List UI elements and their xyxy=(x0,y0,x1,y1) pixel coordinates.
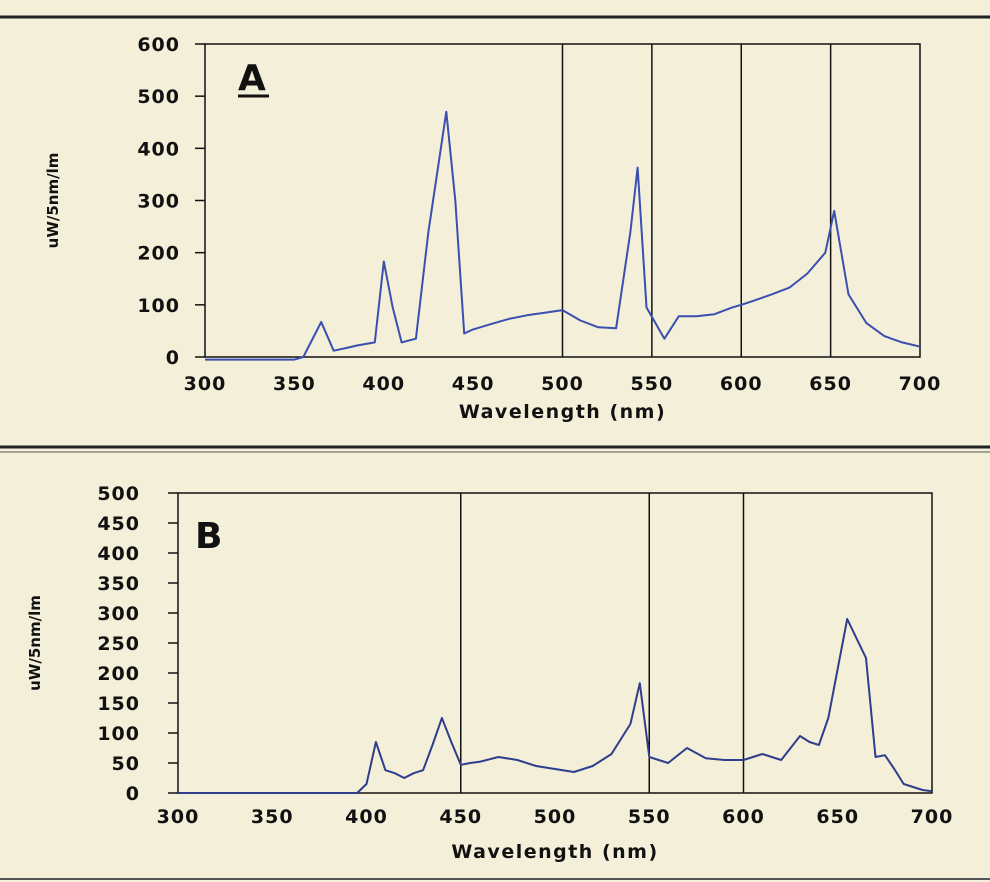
y-tick-label: 350 xyxy=(97,573,140,595)
chart-b: 0 50 100 150 200 250 300 350 400 450 500 300 350 400 4… xyxy=(26,483,954,863)
x-tick-label: 450 xyxy=(439,806,482,828)
x-tick-label: 400 xyxy=(362,373,405,395)
y-tick-label: 400 xyxy=(97,543,140,565)
x-tick-label: 600 xyxy=(722,806,765,828)
x-tick-label: 450 xyxy=(452,373,495,395)
x-tick-label: 700 xyxy=(911,806,954,828)
x-tick-label: 650 xyxy=(816,806,859,828)
y-tick-label: 450 xyxy=(97,513,140,535)
y-tick-label: 0 xyxy=(126,783,140,805)
y-tick-label: 200 xyxy=(137,243,180,265)
x-tick-label: 300 xyxy=(184,373,227,395)
x-tick-label: 650 xyxy=(809,373,852,395)
x-tick-label: 500 xyxy=(541,373,584,395)
y-tick-label: 200 xyxy=(97,663,140,685)
x-tick-label: 550 xyxy=(628,806,671,828)
y-tick-label: 500 xyxy=(137,86,180,108)
x-tick-label: 350 xyxy=(273,373,316,395)
y-tick-label: 0 xyxy=(166,347,180,369)
x-tick-label: 700 xyxy=(899,373,942,395)
plot-frame xyxy=(177,492,933,794)
x-tick-label: 300 xyxy=(157,806,200,828)
y-tick-label: 300 xyxy=(97,603,140,625)
y-axis-label: uW/5nm/lm xyxy=(26,595,44,691)
y-tick-label: 100 xyxy=(137,295,180,317)
y-tick-label: 500 xyxy=(97,483,140,505)
y-tick-label: 400 xyxy=(137,138,180,160)
panel-label: B xyxy=(195,516,222,557)
x-tick-label: 500 xyxy=(534,806,577,828)
x-axis-label: Wavelength (nm) xyxy=(459,401,666,423)
x-tick-label: 600 xyxy=(720,373,763,395)
series-line xyxy=(178,618,933,794)
x-tick-label: 350 xyxy=(251,806,294,828)
panel-label: A xyxy=(238,58,266,99)
x-tick-label: 400 xyxy=(345,806,388,828)
x-axis-label: Wavelength (nm) xyxy=(451,841,658,863)
series-line xyxy=(205,110,921,361)
y-tick-label: 300 xyxy=(137,191,180,213)
y-tick-label: 100 xyxy=(97,723,140,745)
y-tick-label: 150 xyxy=(97,693,140,715)
y-tick-label: 250 xyxy=(97,633,140,655)
x-tick-label: 550 xyxy=(631,373,674,395)
y-tick-label: 600 xyxy=(137,34,180,56)
y-axis-label: uW/5nm/lm xyxy=(44,153,62,249)
y-tick-label: 50 xyxy=(112,753,140,775)
chart-a: 0 100 200 300 400 500 600 300 350 400 450 500 550 600… xyxy=(44,34,942,423)
